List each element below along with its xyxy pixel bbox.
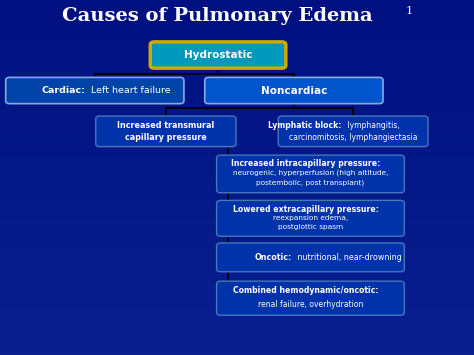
Text: lymphangitis,: lymphangitis, [345, 121, 400, 130]
FancyBboxPatch shape [217, 155, 404, 193]
Text: Lymphatic block:: Lymphatic block: [268, 121, 341, 130]
Text: Hydrostatic: Hydrostatic [184, 50, 252, 60]
Text: 1: 1 [405, 6, 412, 16]
FancyBboxPatch shape [150, 42, 286, 68]
FancyBboxPatch shape [6, 77, 184, 104]
FancyBboxPatch shape [205, 77, 383, 104]
Text: renal failure, overhydration: renal failure, overhydration [258, 300, 363, 309]
Text: reexpansion edema,: reexpansion edema, [273, 215, 348, 221]
Text: Causes of Pulmonary Edema: Causes of Pulmonary Edema [62, 7, 373, 25]
Text: postglottic spasm: postglottic spasm [278, 224, 343, 230]
Text: postembolic, post transplant): postembolic, post transplant) [256, 180, 365, 186]
FancyBboxPatch shape [217, 281, 404, 315]
Text: Noncardiac: Noncardiac [261, 86, 327, 95]
Text: capillary pressure: capillary pressure [125, 132, 207, 142]
Text: Increased intracapillary pressure:: Increased intracapillary pressure: [231, 159, 380, 168]
FancyBboxPatch shape [217, 200, 404, 236]
Text: Lowered extracapillary pressure:: Lowered extracapillary pressure: [233, 204, 379, 214]
Text: Combined hemodynamic/oncotic:: Combined hemodynamic/oncotic: [233, 286, 378, 295]
Text: Cardiac:: Cardiac: [41, 86, 85, 95]
Text: Increased transmural: Increased transmural [117, 121, 215, 130]
FancyBboxPatch shape [278, 116, 428, 147]
FancyBboxPatch shape [96, 116, 236, 147]
Text: neurogenic, hyperperfusion (high altitude,: neurogenic, hyperperfusion (high altitud… [233, 170, 388, 176]
Text: carcinomitosis, lymphangiectasia: carcinomitosis, lymphangiectasia [289, 132, 418, 142]
Text: Oncotic:: Oncotic: [254, 253, 292, 262]
Text: Left heart failure: Left heart failure [88, 86, 171, 95]
FancyBboxPatch shape [217, 243, 404, 272]
Text: nutritional, near-drowning: nutritional, near-drowning [295, 253, 401, 262]
